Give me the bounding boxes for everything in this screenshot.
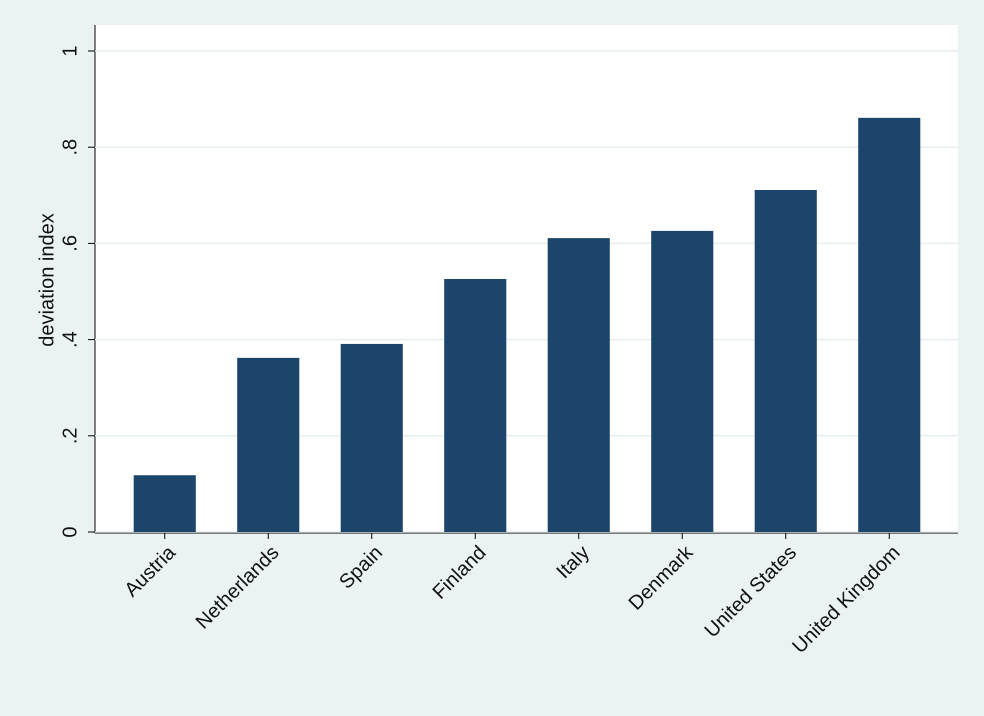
bar (340, 343, 403, 532)
y-tick-label: .8 (59, 139, 81, 156)
y-tick-label: .6 (59, 235, 81, 252)
bar (237, 357, 300, 532)
y-tick-label: 1 (59, 45, 81, 56)
bar (547, 238, 610, 532)
bar (133, 475, 196, 532)
y-axis-title: deviation index (36, 213, 58, 346)
bar (754, 190, 817, 532)
bar (444, 278, 507, 532)
y-tick-label: 0 (59, 526, 81, 537)
plot-area (95, 25, 958, 533)
y-tick-label: .2 (59, 427, 81, 444)
bar (651, 230, 714, 533)
y-tick-label: .4 (59, 331, 81, 348)
bar (858, 117, 921, 532)
